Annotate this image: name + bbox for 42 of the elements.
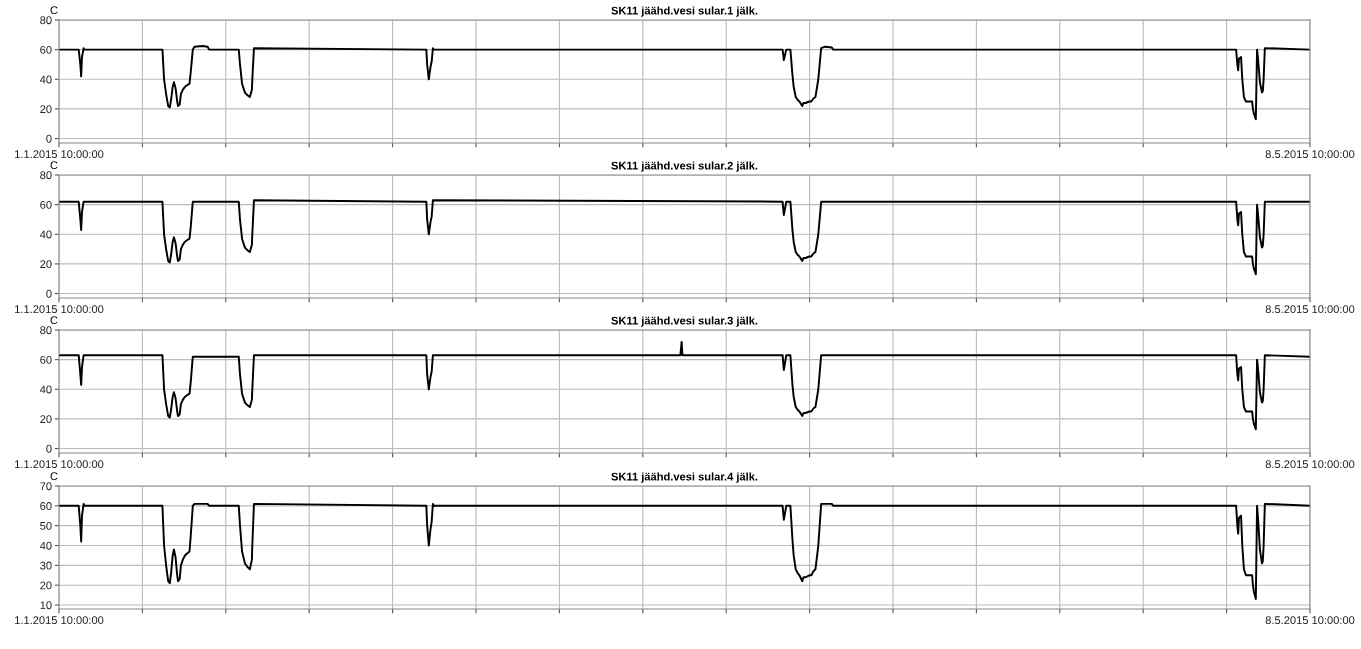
y-tick-label: 20 xyxy=(40,581,52,590)
y-tick-label: 0 xyxy=(46,444,52,453)
x-tick-label: 1.1.2015 10:00:00 xyxy=(15,150,104,159)
x-tick-label: 8.5.2015 10:00:00 xyxy=(1265,150,1355,159)
y-tick-label: 0 xyxy=(46,134,52,143)
x-tick-label: 1.1.2015 10:00:00 xyxy=(15,305,104,314)
y-tick-label: 20 xyxy=(40,105,52,114)
y-tick-label: 70 xyxy=(40,482,52,491)
y-tick-label: 0 xyxy=(46,289,52,298)
x-tick-label: 1.1.2015 10:00:00 xyxy=(15,616,104,625)
line-series xyxy=(59,340,1310,431)
line-series xyxy=(59,502,1310,601)
y-tick-label: 20 xyxy=(40,260,52,269)
chart-title: SK11 jäähd.vesi sular.2 jälk. xyxy=(611,161,758,172)
y-tick-label: 40 xyxy=(39,230,52,239)
y-tick-label: 60 xyxy=(40,200,52,209)
y-tick-label: 10 xyxy=(40,601,52,610)
x-tick-label: 8.5.2015 10:00:00 xyxy=(1265,616,1355,625)
y-tick-label: 80 xyxy=(40,16,52,25)
y-tick-label: 60 xyxy=(40,45,52,54)
y-tick-label: 80 xyxy=(40,326,52,335)
y-tick-label: 30 xyxy=(40,561,52,570)
chart-title: SK11 jäähd.vesi sular.1 jälk. xyxy=(611,6,758,17)
y-axis-title: C xyxy=(50,472,58,481)
x-tick-label: 8.5.2015 10:00:00 xyxy=(1265,460,1355,469)
y-tick-label: 80 xyxy=(40,171,52,180)
y-axis-title: C xyxy=(50,161,58,170)
y-tick-label: 60 xyxy=(40,355,52,364)
line-series xyxy=(59,199,1310,276)
x-tick-label: 8.5.2015 10:00:00 xyxy=(1265,305,1355,314)
y-tick-label: 40 xyxy=(39,385,52,394)
y-axis-title: C xyxy=(50,6,58,15)
y-tick-label: 40 xyxy=(39,541,52,550)
x-tick-label: 1.1.2015 10:00:00 xyxy=(15,460,104,469)
y-tick-label: 50 xyxy=(40,521,52,530)
y-tick-label: 60 xyxy=(40,502,52,510)
y-tick-label: 20 xyxy=(40,415,52,424)
chart-title: SK11 jäähd.vesi sular.4 jälk. xyxy=(611,472,758,483)
y-tick-label: 40 xyxy=(39,75,52,84)
line-series xyxy=(59,44,1310,121)
y-axis-title: C xyxy=(50,316,58,325)
chart-title: SK11 jäähd.vesi sular.3 jälk. xyxy=(611,316,758,327)
